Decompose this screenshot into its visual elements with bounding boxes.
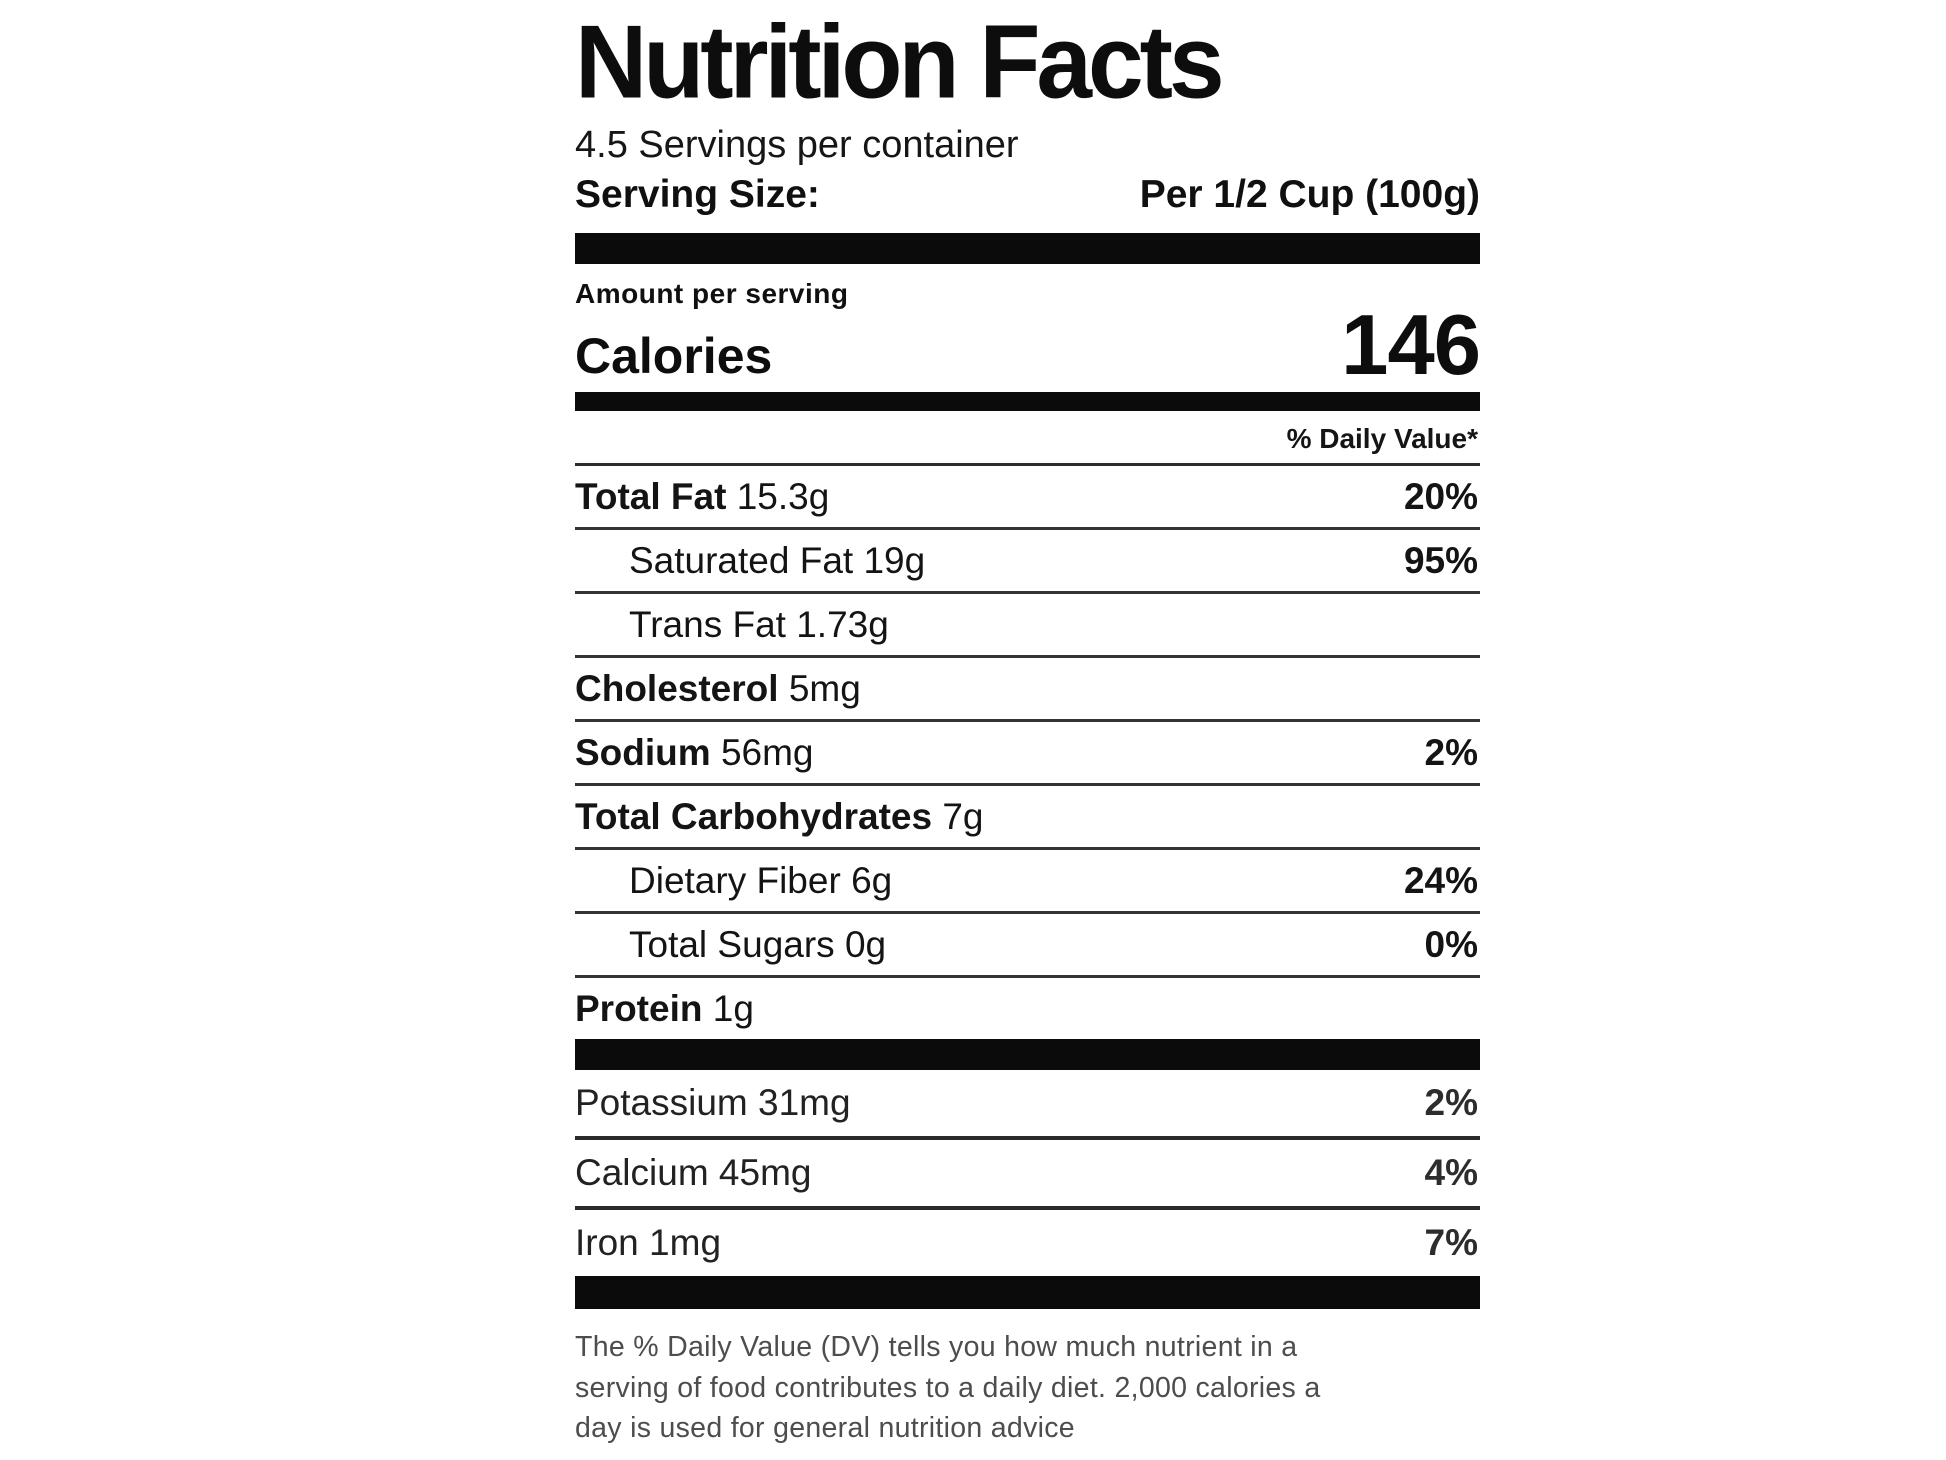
label-title: Nutrition Facts [575, 3, 1225, 121]
nutrient-amount: 1.73g [796, 603, 889, 645]
nutrient-amount: 1g [712, 987, 754, 1029]
footnote-line: The % Daily Value (DV) tells you how muc… [575, 1331, 1298, 1364]
divider-below-calories [575, 392, 1480, 412]
nutrient-name: Total Sugars [629, 923, 835, 965]
nutrient-amount: 7g [942, 795, 984, 837]
nutrient-name: Saturated Fat [629, 539, 854, 581]
nutrient-amount: 5mg [788, 667, 861, 709]
footnote-line: day is used for general nutrition advice [575, 1412, 1075, 1445]
servings-per-container: 4.5 Servings per container [575, 124, 1019, 166]
daily-value-footnote: The % Daily Value (DV) tells you how muc… [575, 1327, 1480, 1448]
nutrient-row-total-sugars: Total Sugars 0g 0% [575, 914, 1480, 979]
nutrient-row-total-fat: Total Fat 15.3g 20% [575, 466, 1480, 531]
nutrient-row-saturated-fat: Saturated Fat 19g 95% [575, 530, 1480, 595]
nutrient-name: Protein [575, 987, 703, 1029]
amount-per-serving-label: Amount per serving [575, 278, 849, 309]
nutrient-dv: 95% [1403, 539, 1478, 581]
mineral-row-iron: Iron 1mg 7% [575, 1210, 1480, 1276]
mineral-amount: 1mg [649, 1222, 722, 1264]
daily-value-header: % Daily Value* [575, 411, 1480, 467]
nutrient-row-protein: Protein 1g [575, 978, 1480, 1039]
mineral-row-calcium: Calcium 45mg 4% [575, 1140, 1480, 1211]
nutrient-name: Dietary Fiber [629, 859, 841, 901]
nutrient-name: Trans Fat [629, 603, 786, 645]
nutrient-row-cholesterol: Cholesterol 5mg [575, 658, 1480, 723]
mineral-dv: 4% [1424, 1152, 1478, 1194]
calories-row: Calories 146 [575, 298, 1481, 393]
nutrient-row-dietary-fiber: Dietary Fiber 6g 24% [575, 850, 1480, 915]
mineral-amount: 31mg [758, 1082, 851, 1124]
nutrient-amount: 19g [863, 539, 926, 581]
nutrient-amount: 56mg [720, 731, 814, 773]
nutrient-row-trans-fat: Trans Fat 1.73g [575, 594, 1480, 659]
nutrient-amount: 6g [851, 859, 893, 901]
nutrient-name: Total Fat [575, 475, 727, 517]
mineral-dv: 7% [1424, 1222, 1478, 1264]
mineral-name: Calcium [575, 1152, 709, 1194]
nutrient-dv: 24% [1403, 859, 1478, 901]
nutrient-amount: 0g [844, 923, 887, 965]
serving-size-label: Serving Size: [575, 173, 820, 216]
nutrient-dv: 0% [1424, 923, 1478, 965]
serving-size-row: Serving Size: Per 1/2 Cup (100g) [575, 173, 1480, 217]
thick-divider-after-protein [575, 1039, 1480, 1071]
calories-label: Calories [575, 327, 773, 384]
nutrition-facts-panel: Nutrition Facts 4.5 Servings per contain… [575, 3, 1481, 1449]
serving-size-value: Per 1/2 Cup (100g) [1139, 173, 1480, 216]
thick-divider-top [575, 233, 1480, 264]
nutrient-amount: 15.3g [736, 475, 830, 517]
nutrient-row-sodium: Sodium 56mg 2% [575, 722, 1480, 787]
thick-divider-bottom [575, 1276, 1480, 1310]
nutrient-dv: 20% [1403, 475, 1478, 517]
nutrient-row-total-carbohydrates: Total Carbohydrates 7g [575, 786, 1480, 851]
nutrient-dv: 2% [1424, 731, 1478, 773]
nutrient-name: Sodium [575, 731, 711, 773]
mineral-name: Potassium [575, 1082, 748, 1124]
mineral-rows: Potassium 31mg 2% Calcium 45mg 4% Iron 1… [575, 1070, 1480, 1276]
mineral-amount: 45mg [718, 1152, 812, 1194]
nutrient-name: Total Carbohydrates [575, 795, 933, 837]
calories-value: 146 [1341, 298, 1481, 393]
footnote-line: serving of food contributes to a daily d… [575, 1371, 1321, 1404]
nutrient-name: Cholesterol [575, 667, 779, 709]
mineral-name: Iron [575, 1222, 639, 1264]
nutrient-rows: Total Fat 15.3g 20% Saturated Fat 19g 95… [575, 466, 1480, 1039]
mineral-dv: 2% [1424, 1082, 1478, 1124]
mineral-row-potassium: Potassium 31mg 2% [575, 1070, 1480, 1141]
